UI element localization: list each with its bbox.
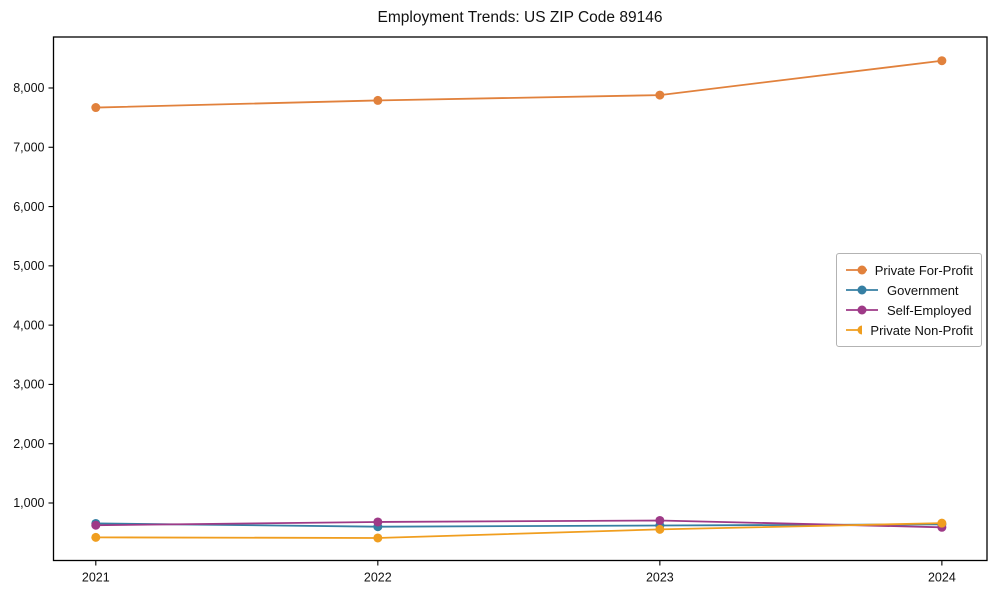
series-line: [94, 519, 943, 529]
legend-item: Private Non-Profit: [845, 320, 973, 340]
legend-item: Self-Employed: [845, 300, 973, 320]
series-marker: [373, 95, 383, 105]
series-marker: [91, 103, 101, 113]
y-tick-label: 4,000: [13, 318, 44, 332]
chart-title: Employment Trends: US ZIP Code 89146: [377, 9, 663, 26]
x-tick-label: 2021: [82, 571, 110, 585]
legend-label: Private Non-Profit: [870, 322, 973, 338]
series-marker: [655, 515, 665, 525]
x-tick-label: 2024: [928, 571, 956, 585]
series-line: [94, 522, 943, 528]
y-tick-label: 6,000: [13, 200, 44, 214]
x-tick-label: 2022: [364, 571, 392, 585]
series-marker: [373, 533, 383, 543]
legend-marker-icon: [846, 325, 863, 335]
legend-label: Private For-Profit: [874, 262, 973, 278]
legend-label: Self-Employed: [887, 302, 972, 318]
legend-marker-icon: [846, 305, 878, 315]
legend-marker-icon: [846, 265, 867, 275]
axes-frame: [52, 36, 988, 562]
legend-item: Government: [845, 280, 973, 300]
legend: Private For-Profit Government Self-Emplo…: [836, 253, 982, 347]
legend-item: Private For-Profit: [845, 260, 973, 280]
y-tick-label: 3,000: [13, 378, 44, 392]
y-tick-label: 5,000: [13, 259, 44, 273]
series-marker: [91, 520, 101, 530]
series-line: [94, 59, 943, 109]
x-tick-label: 2023: [646, 571, 674, 585]
series-marker: [937, 518, 947, 528]
legend-marker-icon: [846, 285, 878, 295]
y-tick-label: 8,000: [13, 81, 44, 95]
series-marker: [655, 90, 665, 100]
series-marker: [655, 524, 665, 534]
series-marker: [937, 56, 947, 66]
y-tick-label: 1,000: [13, 496, 44, 510]
series-marker: [373, 517, 383, 527]
series-line: [94, 522, 943, 539]
series-marker: [91, 532, 101, 542]
legend-label: Government: [887, 282, 959, 298]
y-tick-label: 7,000: [13, 140, 44, 154]
y-tick-label: 2,000: [13, 437, 44, 451]
